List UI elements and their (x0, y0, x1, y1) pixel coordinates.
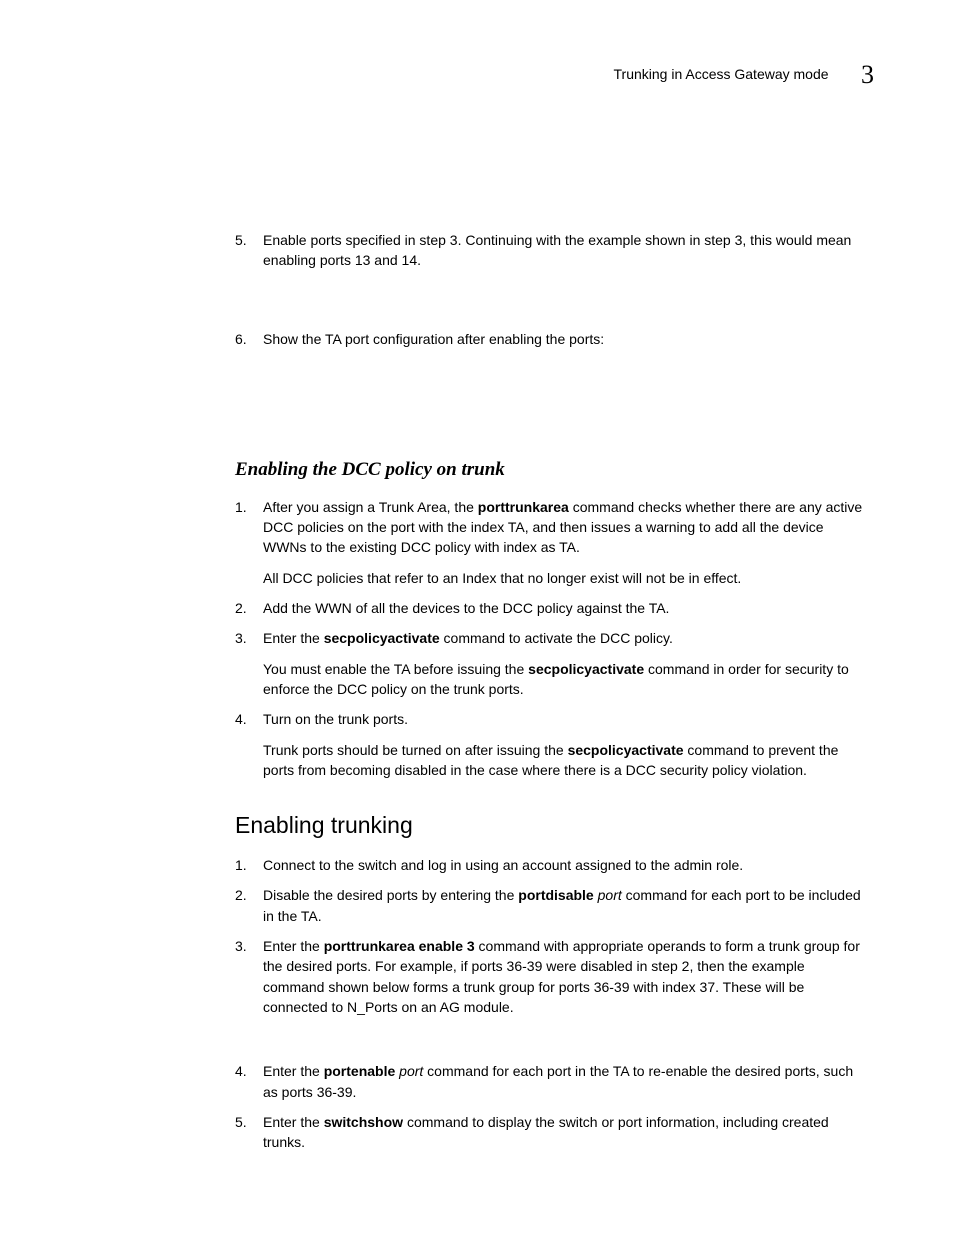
page: Trunking in Access Gateway mode 3 5. Ena… (0, 0, 954, 1235)
chapter-number: 3 (861, 60, 874, 89)
list-number: 2. (235, 598, 263, 618)
list-number: 1. (235, 497, 263, 588)
list-item: 4. Turn on the trunk ports. Trunk ports … (235, 709, 864, 780)
list-item: 1. After you assign a Trunk Area, the po… (235, 497, 864, 588)
list-item: 2. Disable the desired ports by entering… (235, 885, 864, 926)
list-body: Show the TA port configuration after ena… (263, 329, 864, 349)
list-item: 3. Enter the porttrunkarea enable 3 comm… (235, 936, 864, 1017)
list-body: Connect to the switch and log in using a… (263, 855, 864, 875)
list-body: After you assign a Trunk Area, the portt… (263, 497, 864, 588)
list-body: Enter the switchshow command to display … (263, 1112, 864, 1153)
list-number: 4. (235, 709, 263, 780)
list-number: 5. (235, 1112, 263, 1153)
list-body: Turn on the trunk ports. Trunk ports sho… (263, 709, 864, 780)
list-number: 5. (235, 230, 263, 271)
list-item: 3. Enter the secpolicyactivate command t… (235, 628, 864, 699)
heading-enabling-trunking: Enabling trunking (235, 812, 864, 839)
list-body: Disable the desired ports by entering th… (263, 885, 864, 926)
page-header: Trunking in Access Gateway mode 3 (80, 60, 874, 90)
list-number: 3. (235, 628, 263, 699)
list-number: 3. (235, 936, 263, 1017)
list-body: Enter the porttrunkarea enable 3 command… (263, 936, 864, 1017)
list-item: 4. Enter the portenable port command for… (235, 1061, 864, 1102)
list-item: 1. Connect to the switch and log in usin… (235, 855, 864, 875)
list-item: 5. Enable ports specified in step 3. Con… (235, 230, 864, 271)
list-number: 2. (235, 885, 263, 926)
list-item: 6. Show the TA port configuration after … (235, 329, 864, 349)
list-body: Add the WWN of all the devices to the DC… (263, 598, 864, 618)
list-body: Enable ports specified in step 3. Contin… (263, 230, 864, 271)
list-body: Enter the portenable port command for ea… (263, 1061, 864, 1102)
list-item: 5. Enter the switchshow command to displ… (235, 1112, 864, 1153)
list-number: 6. (235, 329, 263, 349)
list-body: Enter the secpolicyactivate command to a… (263, 628, 864, 699)
list-item: 2. Add the WWN of all the devices to the… (235, 598, 864, 618)
content-area: 5. Enable ports specified in step 3. Con… (235, 230, 864, 1152)
list-number: 4. (235, 1061, 263, 1102)
list-number: 1. (235, 855, 263, 875)
subheading-dcc: Enabling the DCC policy on trunk (235, 459, 864, 481)
header-text: Trunking in Access Gateway mode (614, 66, 829, 82)
